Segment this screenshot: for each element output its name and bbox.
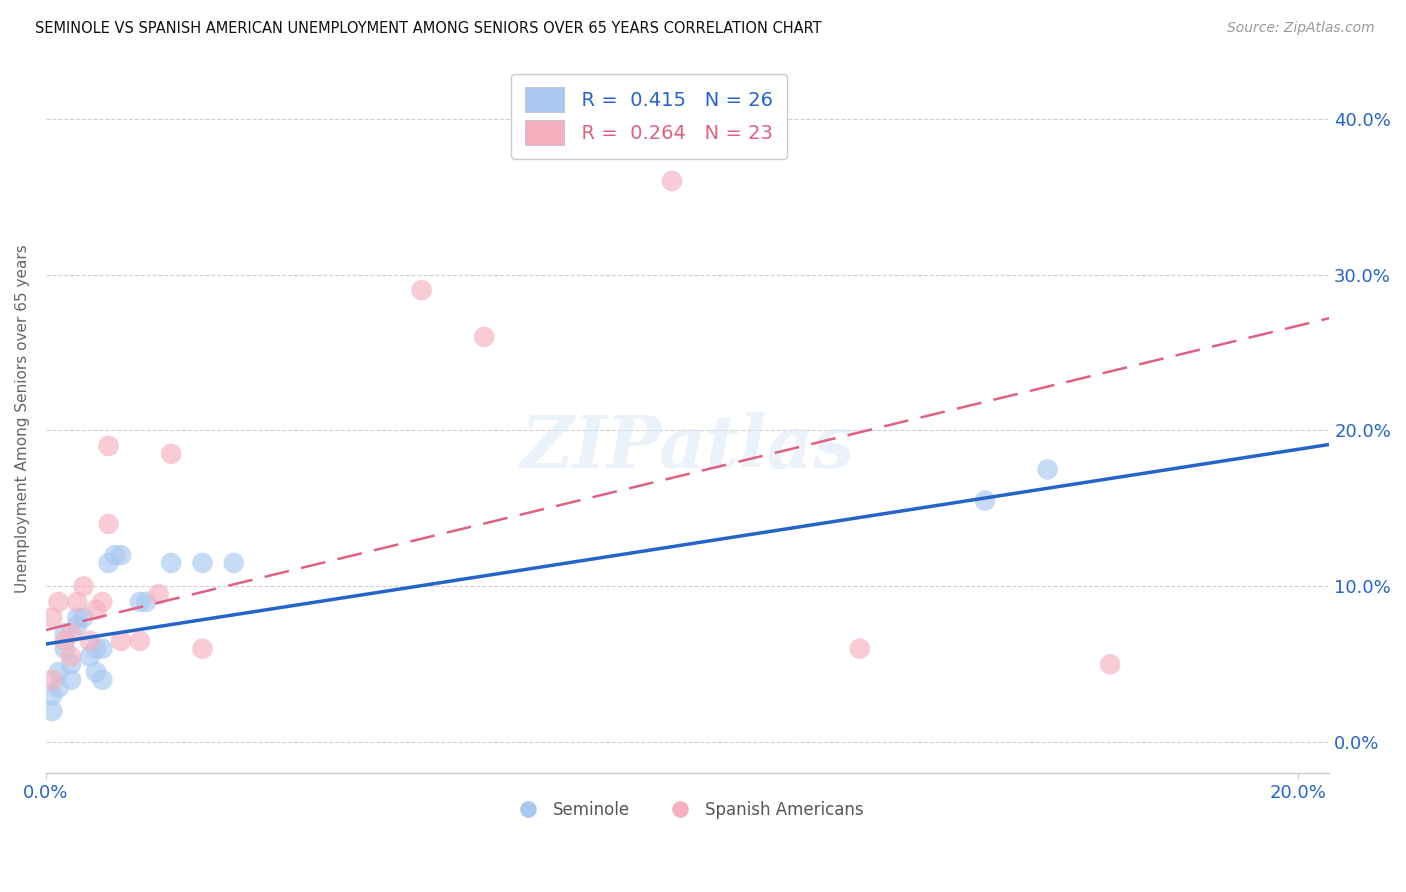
Point: [66, 618, 89, 632]
Y-axis label: Unemployment Among Seniors over 65 years: Unemployment Among Seniors over 65 years: [15, 244, 30, 593]
Point: [91, 673, 114, 687]
Point: [110, 548, 132, 562]
Point: [66, 610, 89, 624]
Point: [160, 447, 183, 461]
Point: [97, 516, 120, 531]
Point: [191, 641, 214, 656]
Point: [160, 556, 183, 570]
Point: [104, 548, 127, 562]
Point: [53, 634, 76, 648]
Point: [41, 673, 63, 687]
Point: [41, 704, 63, 718]
Point: [97, 556, 120, 570]
Point: [148, 587, 170, 601]
Point: [222, 556, 245, 570]
Point: [135, 595, 157, 609]
Point: [128, 595, 150, 609]
Point: [48, 595, 70, 609]
Point: [97, 439, 120, 453]
Point: [91, 595, 114, 609]
Point: [72, 579, 94, 593]
Text: SEMINOLE VS SPANISH AMERICAN UNEMPLOYMENT AMONG SENIORS OVER 65 YEARS CORRELATIO: SEMINOLE VS SPANISH AMERICAN UNEMPLOYMEN…: [35, 21, 821, 36]
Point: [191, 556, 214, 570]
Point: [72, 610, 94, 624]
Point: [41, 610, 63, 624]
Point: [60, 626, 83, 640]
Point: [411, 283, 433, 297]
Point: [79, 649, 101, 664]
Point: [66, 595, 89, 609]
Point: [472, 330, 495, 344]
Point: [110, 634, 132, 648]
Text: Source: ZipAtlas.com: Source: ZipAtlas.com: [1227, 21, 1375, 35]
Point: [661, 174, 683, 188]
Point: [79, 634, 101, 648]
Point: [1099, 657, 1122, 672]
Point: [41, 689, 63, 703]
Point: [53, 641, 76, 656]
Point: [60, 657, 83, 672]
Point: [84, 603, 107, 617]
Point: [53, 626, 76, 640]
Point: [128, 634, 150, 648]
Text: ZIPatlas: ZIPatlas: [520, 411, 855, 483]
Point: [91, 641, 114, 656]
Point: [84, 665, 107, 679]
Point: [60, 673, 83, 687]
Point: [48, 681, 70, 695]
Point: [84, 641, 107, 656]
Point: [1036, 462, 1059, 476]
Point: [60, 649, 83, 664]
Point: [48, 665, 70, 679]
Point: [974, 493, 997, 508]
Point: [848, 641, 870, 656]
Legend: Seminole, Spanish Americans: Seminole, Spanish Americans: [505, 794, 870, 825]
